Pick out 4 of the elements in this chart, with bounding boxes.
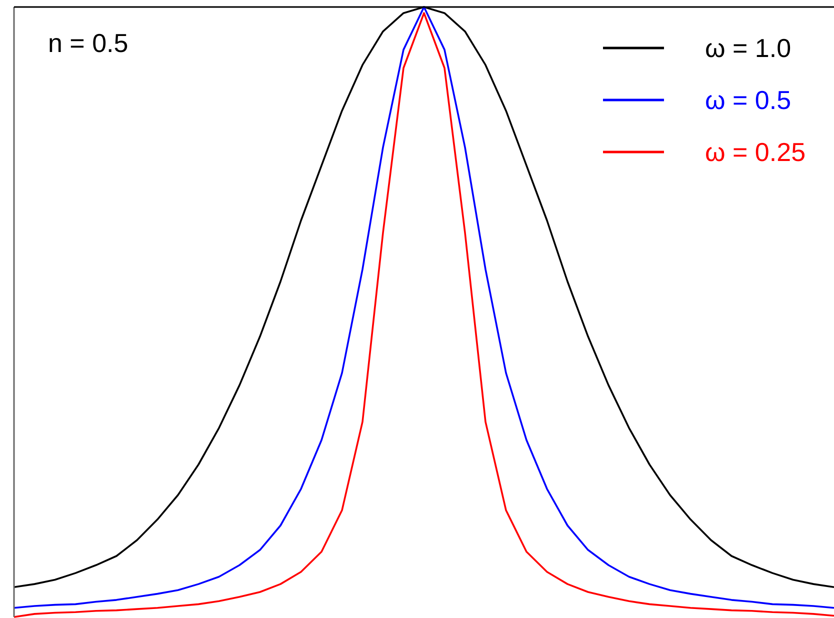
- legend-label: ω = 1.0: [705, 33, 792, 63]
- legend-label: ω = 0.5: [705, 85, 792, 115]
- legend-label: ω = 0.25: [705, 137, 806, 167]
- annotation: n = 0.5: [48, 28, 128, 58]
